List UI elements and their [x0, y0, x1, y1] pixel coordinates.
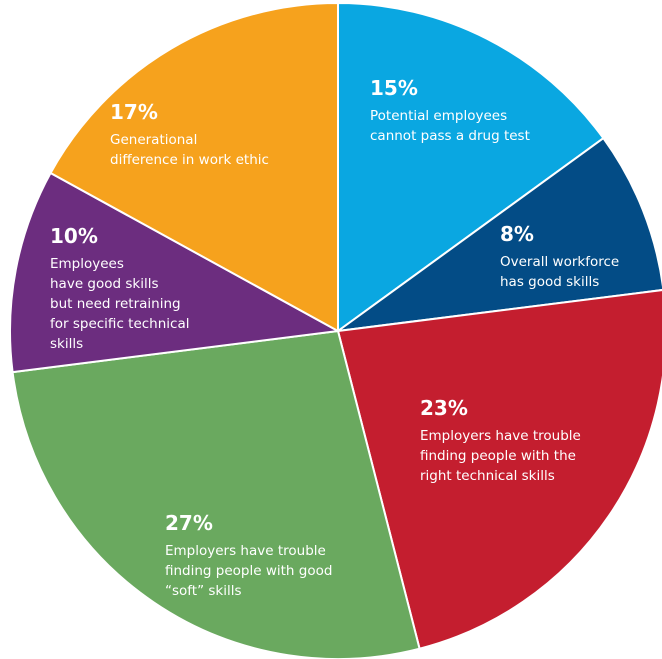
slice-description-line-3-3: right technical skills: [420, 468, 555, 484]
slice-description-line-5-2: have good skills: [50, 276, 159, 292]
slice-description-line-5-5: skills: [50, 336, 83, 352]
slice-description-line-1-1: Potential employees: [370, 108, 507, 124]
slice-value-label-3: 23%: [420, 396, 468, 420]
slice-value-label-6: 17%: [110, 100, 158, 124]
slice-value-label-5: 10%: [50, 224, 98, 248]
pie-slice-1: [337, 2, 605, 332]
pie-slice-5: [9, 171, 339, 374]
slice-description-line-4-2: finding people with good: [165, 563, 332, 579]
slice-value-label-1: 15%: [370, 76, 418, 100]
slice-description-line-5-3: but need retraining: [50, 296, 181, 312]
slice-description-line-4-3: “soft” skills: [165, 583, 242, 599]
slice-description-line-5-1: Employees: [50, 256, 124, 272]
slice-description-line-6-2: difference in work ethic: [110, 152, 269, 168]
slice-description-line-3-1: Employers have trouble: [420, 428, 581, 444]
slice-description-line-3-2: finding people with the: [420, 448, 576, 464]
slice-label-group-1: 15% Potential employees cannot pass a drug…: [370, 76, 530, 144]
slice-description-line-4-1: Employers have trouble: [165, 543, 326, 559]
slice-label-group-4: 27% Employers have trouble finding people …: [165, 511, 332, 599]
slice-label-group-6: 17% Generational difference in work ethic: [110, 100, 269, 168]
pie-slice-3: [337, 289, 662, 650]
slice-label-group-2: 8% Overall workforce has good skills: [500, 222, 619, 290]
pie-slice-6: [49, 2, 339, 332]
slice-description-line-5-4: for specific technical: [50, 316, 189, 332]
slice-value-label-2: 8%: [500, 222, 534, 246]
slice-description-line-2-1: Overall workforce: [500, 254, 619, 270]
slice-description-line-6-1: Generational: [110, 132, 197, 148]
slice-label-group-3: 23% Employers have trouble finding people …: [420, 396, 581, 484]
pie-slice-2: [337, 137, 662, 332]
slice-label-group-5: 10% Employees have good skills but need ret…: [50, 224, 189, 352]
slice-description-line-2-2: has good skills: [500, 274, 599, 290]
slice-value-label-4: 27%: [165, 511, 213, 535]
slice-description-line-1-2: cannot pass a drug test: [370, 128, 530, 144]
